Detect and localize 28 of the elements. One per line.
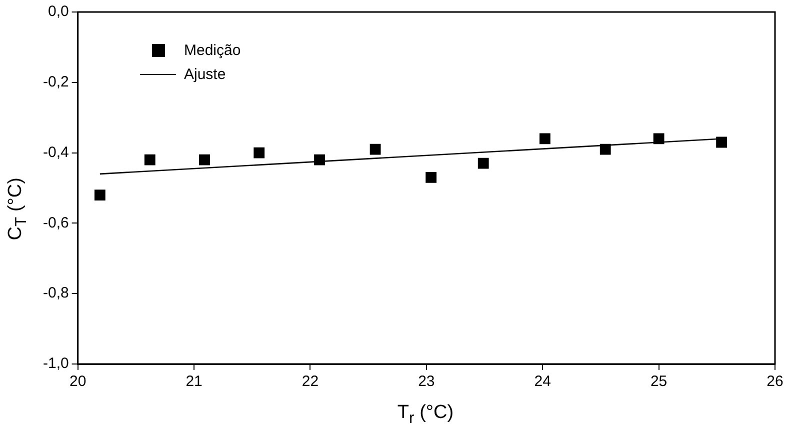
point [144,154,156,166]
y-tick-label: -0,8 [42,284,69,302]
x-tick-label: 23 [418,373,435,390]
legend-label: Ajuste [184,66,226,82]
point [600,144,611,155]
x-axis-title: T$_{r}$ (°C) [396,402,455,428]
legend-label: Medição [184,42,241,58]
x-tick-label: 25 [650,373,668,390]
x-tick-label: 26 [766,373,784,390]
point [539,133,550,144]
point [478,158,489,169]
y-tick-label: -0,4 [42,144,69,161]
point [716,136,727,148]
x-tick-label: 21 [186,373,202,390]
y-tick-label: -1,0 [42,355,69,372]
point [254,147,265,158]
point [653,133,664,144]
y-tick-label: -0,6 [42,214,69,232]
x-tick-label: 22 [302,373,319,390]
point [314,154,325,166]
point [199,154,210,166]
point [370,144,381,155]
point [426,172,437,183]
y-tick-label: -0,2 [42,74,69,91]
x-tick-label: 20 [70,373,86,390]
x-tick-label: 24 [534,373,551,390]
point [94,190,106,200]
y-tick-label: 0,0 [48,3,69,20]
